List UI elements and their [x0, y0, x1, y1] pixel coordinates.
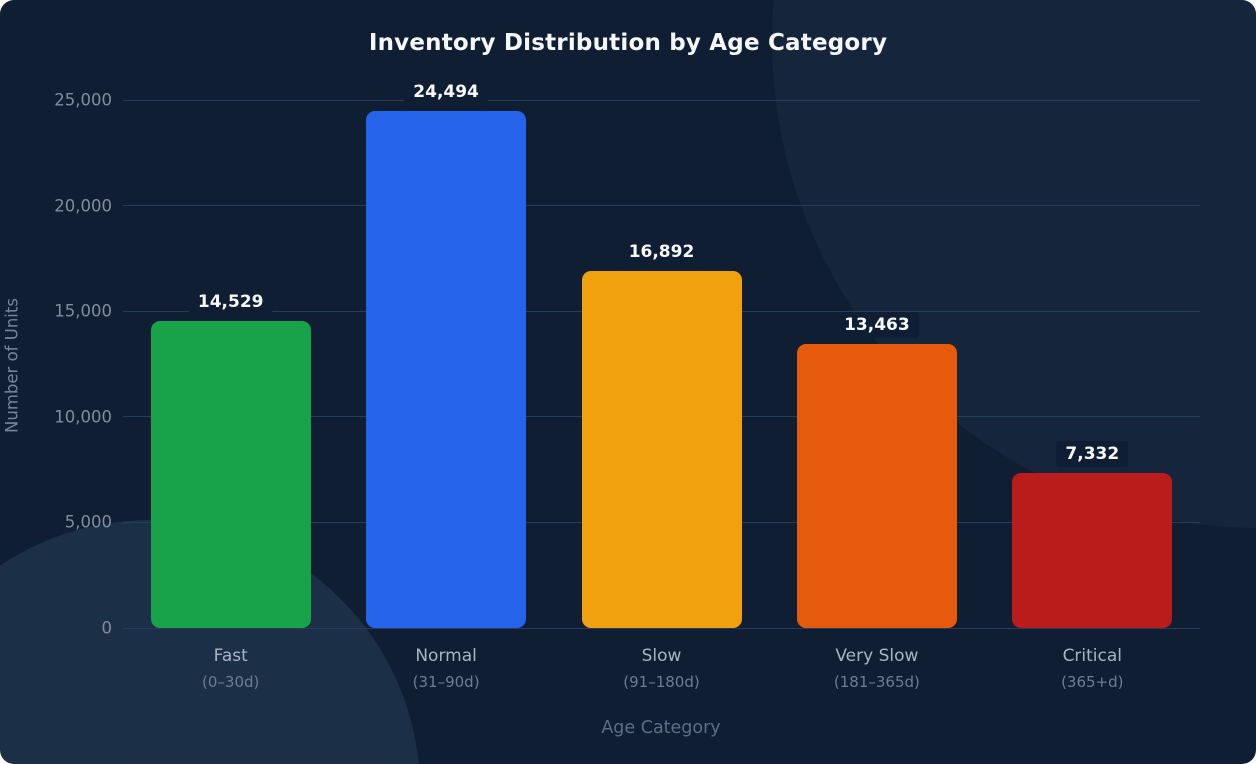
category-range-label: (181–365d) [833, 673, 920, 691]
bar-value-label: 13,463 [835, 311, 919, 338]
plot-area: 14,529 24,494 16,892 13,463 7,332 [123, 78, 1200, 629]
category-label: Fast [213, 646, 248, 666]
bar-value-label: 7,332 [1056, 441, 1129, 468]
gridline-25000 [123, 99, 1200, 101]
x-tick-fast: Fast (0–30d) [202, 646, 259, 691]
category-range-label: (91–180d) [623, 673, 700, 691]
bar-fast [150, 321, 311, 628]
bar-value-label: 16,892 [619, 239, 704, 266]
y-tick-label: 10,000 [54, 407, 112, 427]
x-tick-normal: Normal (31–90d) [413, 646, 480, 691]
y-tick-label: 15,000 [54, 301, 112, 321]
bar-slow [581, 271, 742, 628]
y-tick-label: 5,000 [64, 512, 112, 532]
category-label: Critical [1062, 646, 1123, 666]
gridline-0 [123, 627, 1200, 629]
category-label: Slow [641, 646, 682, 666]
category-label: Normal [415, 646, 477, 666]
category-label: Very Slow [835, 646, 919, 666]
category-range-label: (365+d) [1061, 673, 1124, 691]
bar-normal [366, 110, 527, 628]
bar-value-label: 14,529 [188, 289, 273, 316]
x-tick-critical: Critical (365+d) [1061, 646, 1123, 691]
category-range-label: (31–90d) [412, 673, 480, 691]
category-range-label: (0–30d) [202, 673, 260, 691]
y-tick-label: 0 [101, 618, 113, 638]
chart-title: Inventory Distribution by Age Category [368, 30, 888, 56]
x-tick-slow: Slow (91–180d) [623, 646, 699, 691]
gridline-20000 [123, 205, 1200, 207]
y-axis-title: Number of Units [2, 298, 22, 433]
bar-critical [1012, 473, 1173, 628]
y-tick-label: 25,000 [54, 90, 112, 110]
bar-very-slow [796, 343, 957, 628]
x-tick-very-slow: Very Slow (181–365d) [834, 646, 920, 691]
bar-value-label: 24,494 [404, 78, 488, 105]
x-axis-title: Age Category [601, 718, 721, 738]
y-tick-label: 20,000 [54, 196, 112, 216]
